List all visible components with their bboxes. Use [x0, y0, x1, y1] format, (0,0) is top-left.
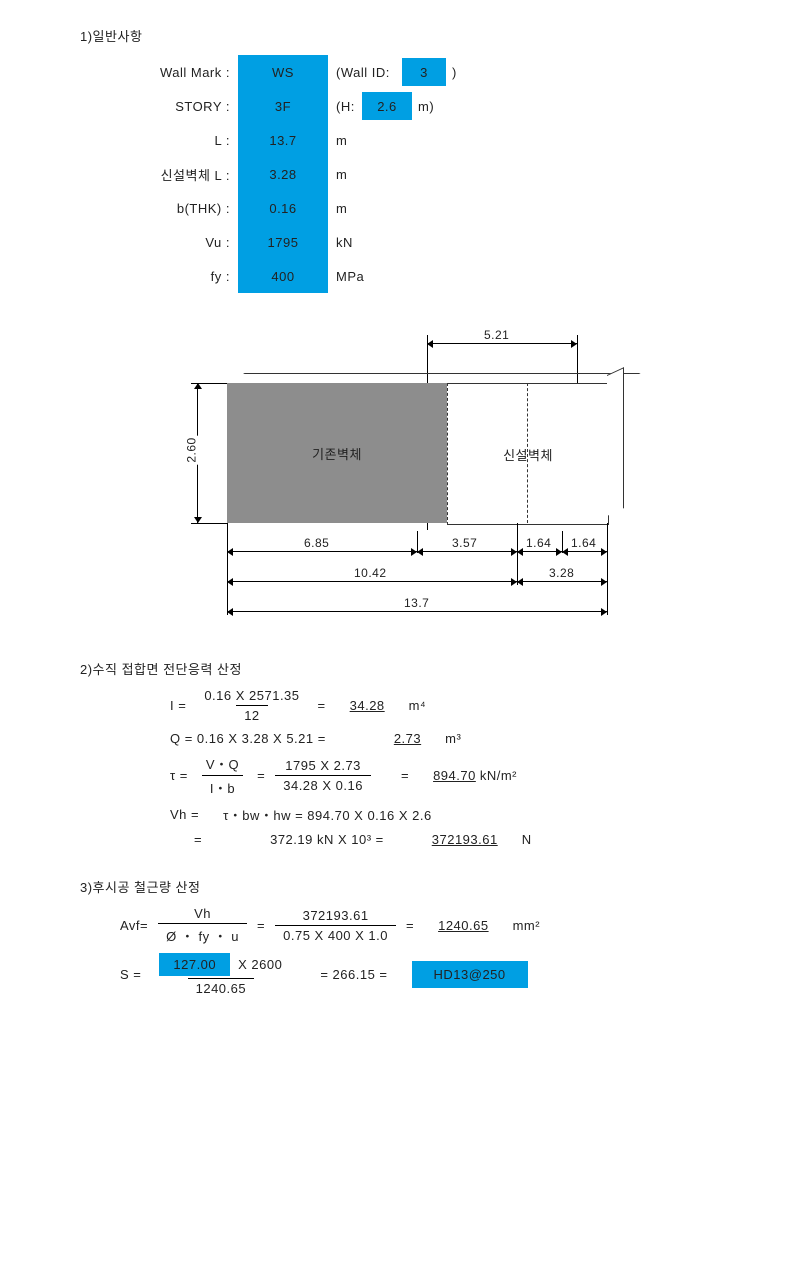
- wall-id-label: (Wall ID:: [328, 65, 396, 80]
- dim-r1-2: 1.64: [524, 536, 553, 550]
- dim-r1-3: 1.64: [569, 536, 598, 550]
- calc-S: S = 127.00 X 2600 1240.65 = 266.15 = HD1…: [120, 953, 734, 996]
- section-3-title: 3)후시공 철근량 산정: [80, 877, 734, 896]
- story-value: 3F: [238, 89, 328, 123]
- Vu-unit: kN: [328, 235, 396, 250]
- new-wall-label: 신설벽체: [503, 445, 553, 464]
- L-value: 13.7: [238, 123, 328, 157]
- calc-Vh1: Vh = τ・bw・hw = 894.70 X 0.16 X 2.6: [170, 805, 734, 824]
- dim-top: 5.21: [482, 328, 511, 342]
- newL-unit: m: [328, 167, 396, 182]
- wall-mark-label: Wall Mark :: [120, 65, 238, 80]
- newL-label: 신설벽체 L :: [120, 165, 238, 184]
- h-label: (H:: [328, 99, 356, 114]
- section-1-title: 1)일반사항: [80, 26, 734, 45]
- calc-tau: τ = V・Q I・b = 1795 X 2.73 34.28 X 0.16 =…: [170, 754, 734, 797]
- calc-Vh2: = 372.19 kN X 10³ = 372193.61 N: [170, 832, 734, 847]
- Vu-label: Vu :: [120, 235, 238, 250]
- L-label: L :: [120, 133, 238, 148]
- dim-r1-0: 6.85: [302, 536, 331, 550]
- fy-value: 400: [238, 259, 328, 293]
- b-value: 0.16: [238, 191, 328, 225]
- fy-unit: MPa: [328, 269, 396, 284]
- S-result: HD13@250: [412, 961, 528, 988]
- wall-id-close: ): [446, 65, 457, 80]
- dim-r3: 13.7: [402, 596, 431, 610]
- dim-r2-1: 3.28: [547, 566, 576, 580]
- general-info-table: Wall Mark : WS (Wall ID: 3 ) STORY : 3F …: [120, 55, 734, 293]
- section-2-title: 2)수직 접합면 전단응력 산정: [80, 659, 734, 678]
- S-input-value: 127.00: [159, 953, 230, 976]
- calc-Avf: Avf= Vh Ø ・ fy ・ u = 372193.61 0.75 X 40…: [120, 906, 734, 945]
- newL-value: 3.28: [238, 157, 328, 191]
- dim-height: 2.60: [185, 435, 199, 464]
- calc-Q: Q = 0.16 X 3.28 X 5.21 = 2.73 m³: [170, 731, 734, 746]
- wall-mark-value: WS: [238, 55, 328, 89]
- dim-r1-1: 3.57: [450, 536, 479, 550]
- h-value: 2.6: [362, 92, 412, 120]
- wall-diagram: 5.21 2.60 기존벽체 신설벽체 6.85 3.57 1.64 1.64 …: [177, 323, 617, 653]
- story-label: STORY :: [120, 99, 238, 114]
- existing-wall-label: 기존벽체: [312, 444, 362, 463]
- b-label: b(THK) :: [120, 201, 238, 216]
- dim-r2-0: 10.42: [352, 566, 389, 580]
- fy-label: fy :: [120, 269, 238, 284]
- L-unit: m: [328, 133, 396, 148]
- b-unit: m: [328, 201, 396, 216]
- wall-id-value: 3: [402, 58, 446, 86]
- calc-I: I = 0.16 X 2571.35 12 = 34.28 m⁴: [170, 688, 734, 723]
- h-unit: m): [412, 99, 434, 114]
- Vu-value: 1795: [238, 225, 328, 259]
